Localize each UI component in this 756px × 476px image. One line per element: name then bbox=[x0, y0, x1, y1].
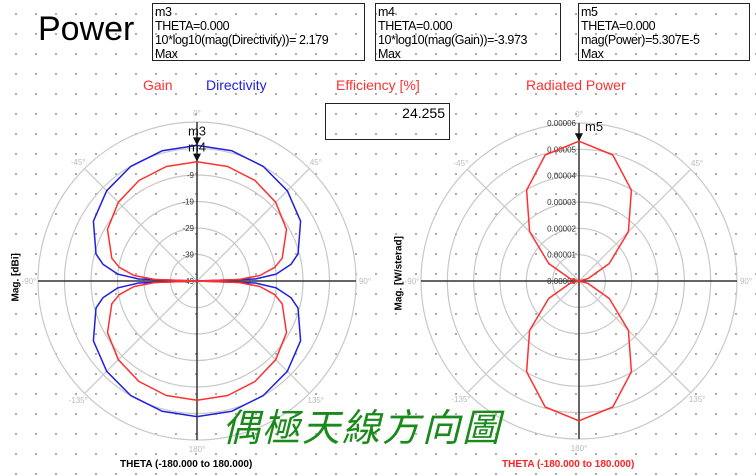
efficiency-value-box: 24.255 bbox=[325, 103, 450, 140]
efficiency-label: Efficiency [%] bbox=[336, 77, 420, 93]
left-y-axis-label: Mag. [dBi] bbox=[10, 253, 22, 302]
marker-theta: THETA=0.000 bbox=[155, 19, 230, 33]
series-directivity bbox=[92, 144, 302, 418]
radial-tick-label: -19 bbox=[182, 198, 194, 207]
angle-tick-label: 135° bbox=[689, 395, 706, 404]
angle-tick-label: -135° bbox=[69, 396, 88, 405]
marker-name: m3 bbox=[155, 5, 172, 19]
radial-tick-label: 0.00004 bbox=[547, 172, 576, 181]
angle-tick-label: 0° bbox=[193, 109, 201, 118]
marker-readout-m5[interactable]: m5 THETA=0.000 mag(Power)=5.307E-5 Max bbox=[578, 3, 750, 61]
marker-name: m4 bbox=[378, 5, 395, 19]
radial-tick-label: -39 bbox=[182, 251, 194, 260]
angle-tick-label: 180° bbox=[189, 445, 206, 454]
radial-tick-label: 0.00002 bbox=[547, 224, 576, 233]
efficiency-value: 24.255 bbox=[402, 105, 445, 121]
angle-tick-label: 45° bbox=[691, 159, 703, 168]
angle-tick-label: 90° bbox=[359, 277, 371, 286]
marker-mode: Max bbox=[581, 47, 604, 61]
marker-m4-label: m4 bbox=[188, 140, 206, 155]
right-x-axis-label: THETA (-180.000 to 180.000) bbox=[502, 459, 635, 470]
radial-tick-label: 0.00001 bbox=[547, 251, 576, 260]
marker-mode: Max bbox=[155, 47, 178, 61]
marker-theta: THETA=0.000 bbox=[581, 19, 656, 33]
marker-readout-m4[interactable]: m4 THETA=0.000 10*log10(mag(Gain))=-3.97… bbox=[375, 3, 561, 61]
angle-tick-label: 0° bbox=[575, 110, 583, 119]
radial-tick-label: 0.00006 bbox=[547, 119, 576, 128]
marker-m4-icon bbox=[193, 153, 201, 162]
polar-plot-1: 0° 45° 90° 135° 180° -135° -90° -45° -9 -19 -29 -39… bbox=[22, 109, 371, 454]
angle-tick-label: -90° bbox=[22, 277, 37, 286]
marker-name: m5 bbox=[581, 5, 598, 19]
angle-tick-label: -135° bbox=[451, 395, 470, 404]
angle-tick-label: -45° bbox=[454, 159, 469, 168]
marker-theta: THETA=0.000 bbox=[378, 19, 453, 33]
marker-m5-icon bbox=[575, 133, 583, 142]
marker-value: 10*log10(mag(Gain))=-3.973 bbox=[378, 33, 528, 47]
angle-tick-label: -90° bbox=[405, 277, 420, 286]
marker-m5-label: m5 bbox=[585, 119, 603, 134]
left-x-axis-label: THETA (-180.000 to 180.000) bbox=[120, 459, 253, 470]
right-y-axis-label: Mag. [W/sterad] bbox=[393, 236, 405, 311]
radial-tick-label: -29 bbox=[182, 224, 194, 233]
marker-mode: Max bbox=[378, 47, 401, 61]
radial-tick-label: -9 bbox=[187, 171, 195, 180]
marker-value: 10*log10(mag(Directivity))= 2.179 bbox=[155, 33, 329, 47]
polar-plot-2: 0° 45° 90° 135° 180° -135° -90° -45° 0.00006 0.00… bbox=[405, 110, 752, 453]
series-gain bbox=[106, 160, 288, 402]
radial-tick-label: 0.00005 bbox=[547, 145, 576, 154]
page-title: Power bbox=[38, 10, 135, 48]
legend-directivity: Directivity bbox=[206, 77, 267, 93]
angle-tick-label: 135° bbox=[308, 396, 325, 405]
marker-readout-m3[interactable]: m3 THETA=0.000 10*log10(mag(Directivity)… bbox=[152, 3, 365, 61]
marker-m3-icon bbox=[193, 137, 201, 146]
radial-tick-label: 0.00003 bbox=[547, 198, 576, 207]
angle-tick-label: 180° bbox=[571, 444, 588, 453]
angle-tick-label: 45° bbox=[310, 158, 322, 167]
angle-tick-label: -45° bbox=[71, 158, 86, 167]
caption-dipole-pattern: 偶極天線方向圖 bbox=[222, 408, 503, 450]
radiated-power-label: Radiated Power bbox=[526, 77, 626, 93]
angle-tick-label: 90° bbox=[740, 277, 752, 286]
marker-value: mag(Power)=5.307E-5 bbox=[581, 33, 700, 47]
marker-m3-label: m3 bbox=[188, 123, 206, 138]
radial-tick-label: 0.00000 bbox=[547, 277, 576, 286]
legend-gain: Gain bbox=[143, 77, 173, 93]
